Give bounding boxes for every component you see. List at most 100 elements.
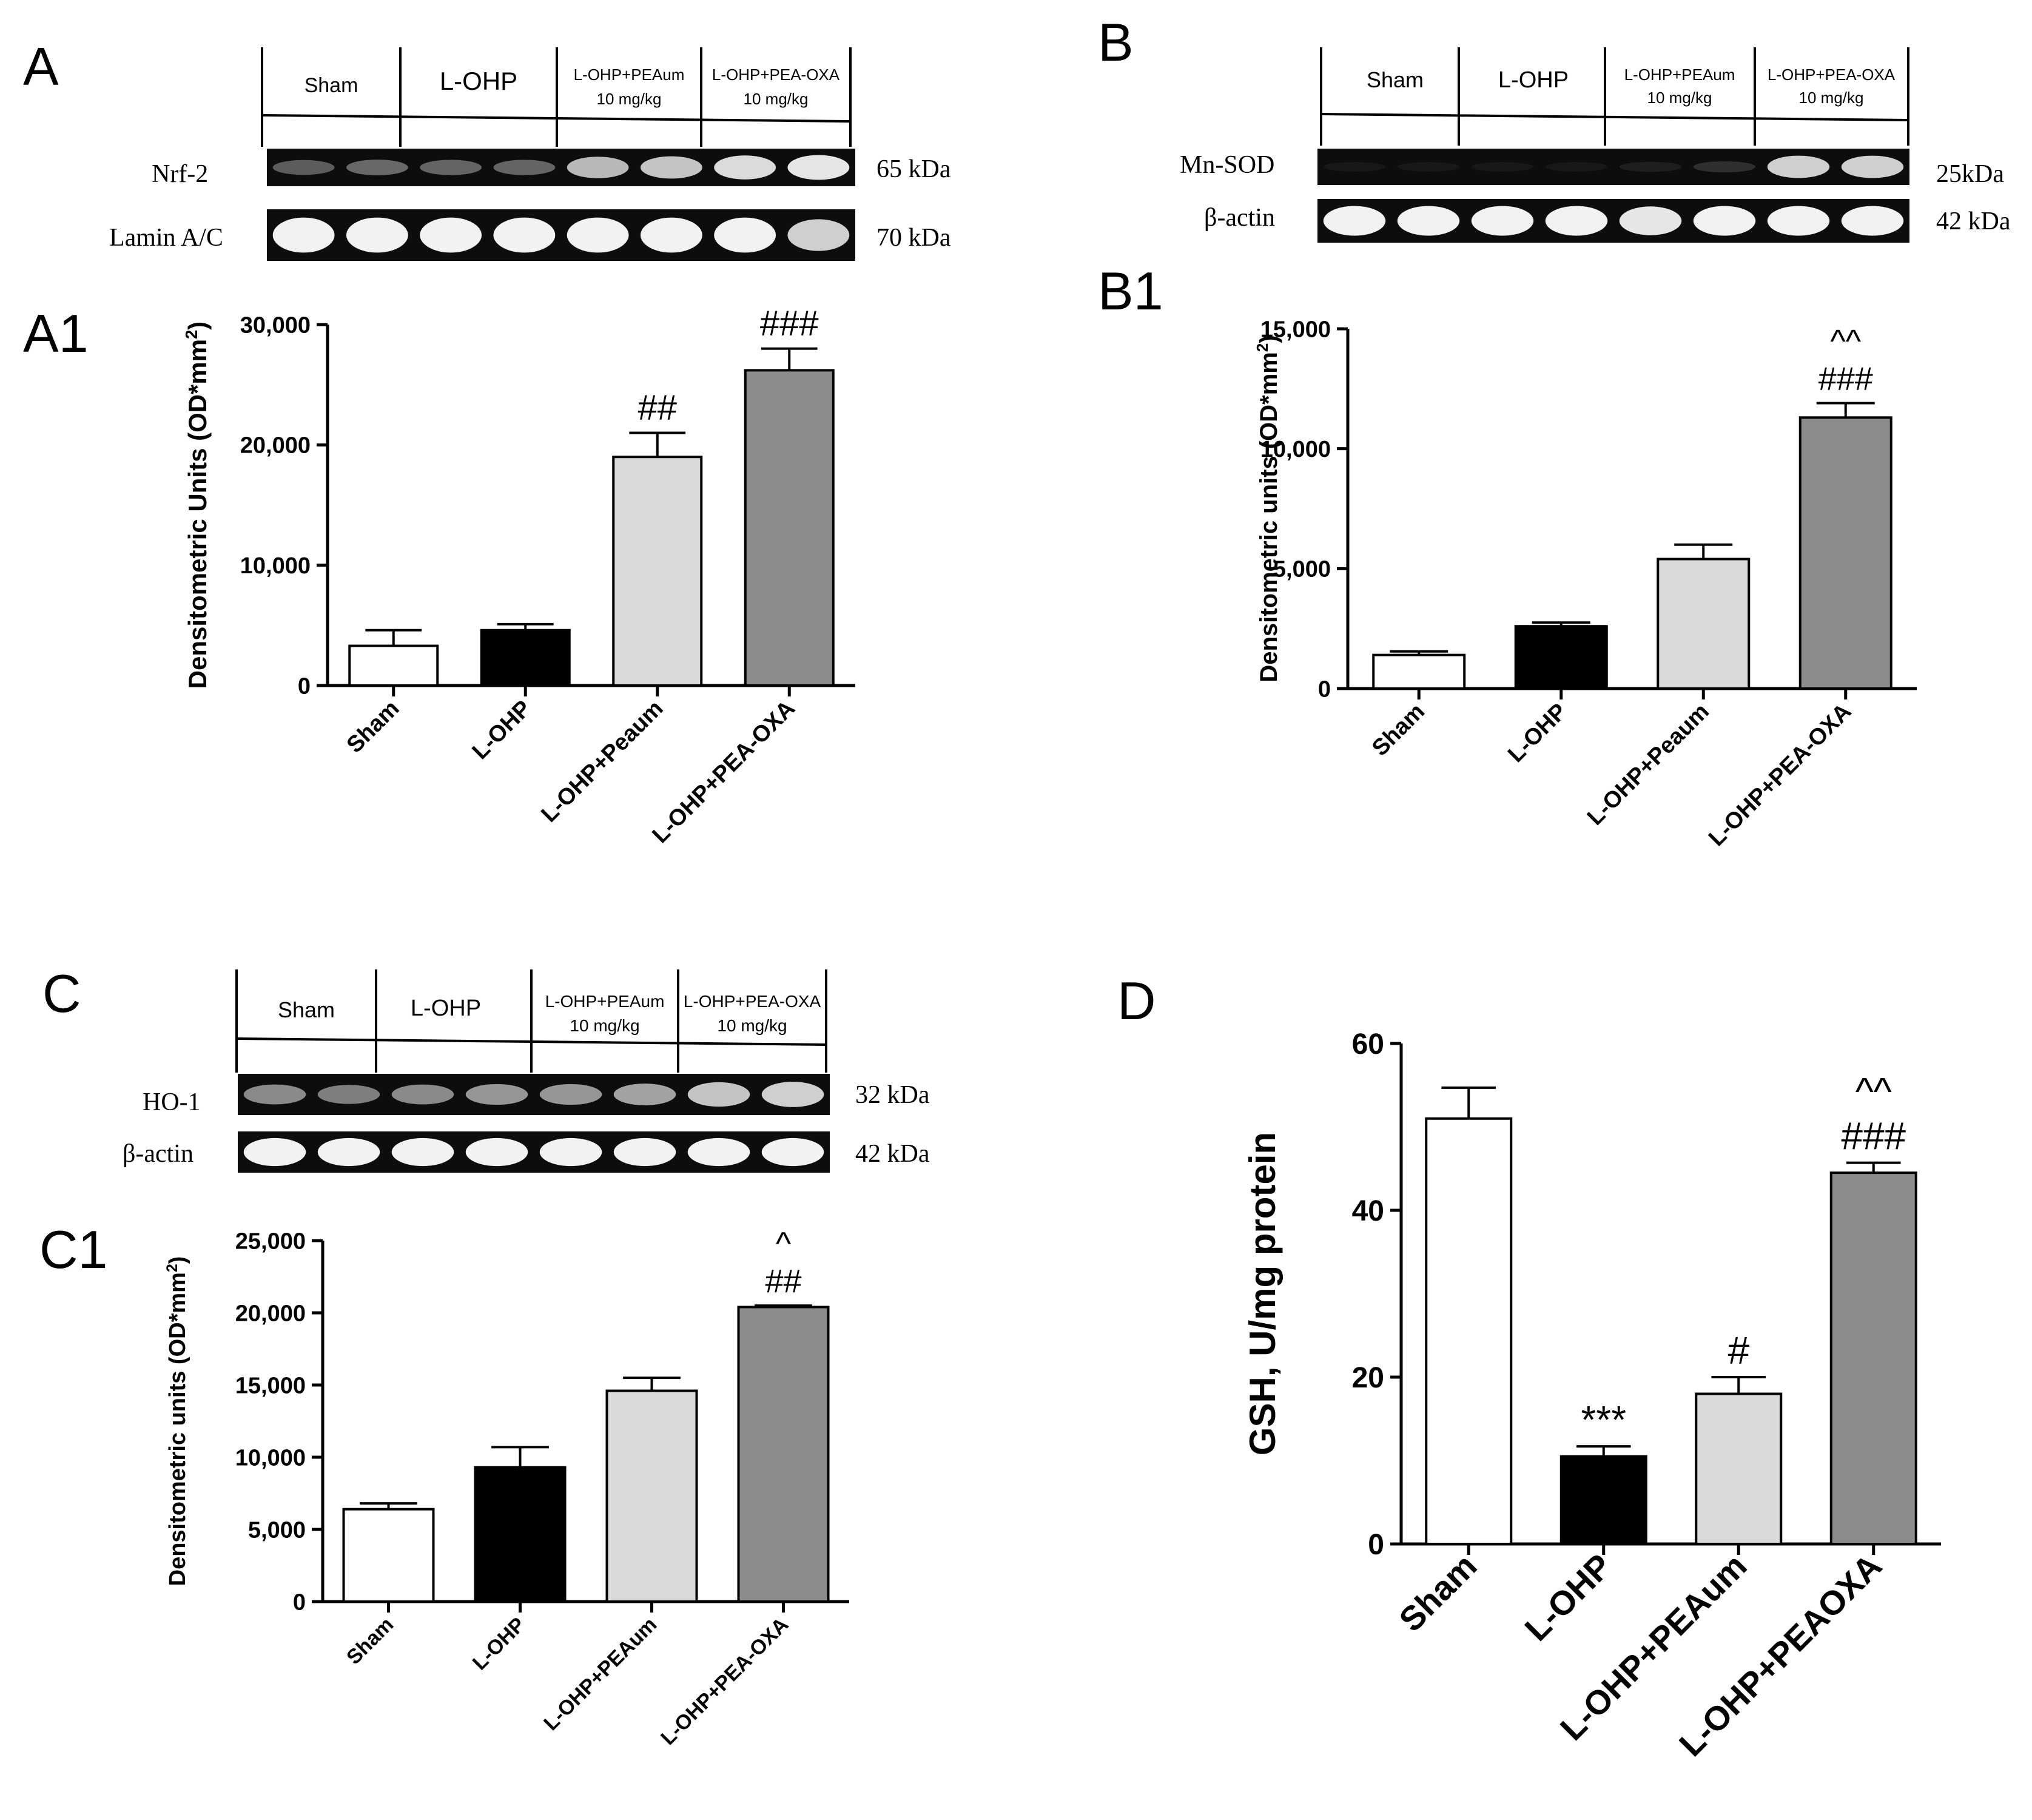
blot-c-header-peaum-dose: 10 mg/kg: [570, 1016, 639, 1035]
y-tick-label: 15,000: [235, 1373, 306, 1398]
blot-band: [787, 155, 850, 180]
panel-label-b1: B1: [1098, 261, 1163, 321]
blot-band: [1545, 162, 1608, 172]
significance-mark: ###: [1818, 361, 1873, 397]
blot-b-row2-label: β-actin: [1204, 204, 1275, 232]
blot-c-header-peaoxa: L-OHP+PEA-OXA: [684, 992, 821, 1011]
chart-a1: A1 0 10,000 20,000 30,000 Densitometric Units…: [23, 303, 855, 848]
blot-c-ho1-strip: [238, 1074, 830, 1115]
y-tick-label: 0: [1368, 1529, 1384, 1561]
blot-a-header-peaoxa-dose: 10 mg/kg: [744, 90, 809, 108]
blot-band: [243, 1138, 306, 1167]
blot-panel-c: C Sham L-OHP L-OHP+PEAum 10 mg/kg L-OHP+…: [42, 963, 930, 1173]
blot-a-nrf2-strip: [267, 149, 855, 186]
panel-label-d: D: [1117, 971, 1156, 1031]
blot-b-header: Sham L-OHP L-OHP+PEAum 10 mg/kg L-OHP+PE…: [1320, 47, 1909, 146]
blot-band: [613, 1084, 676, 1105]
blot-band: [1619, 206, 1682, 235]
significance-mark: ###: [1841, 1114, 1906, 1158]
blot-band: [1841, 206, 1904, 236]
panel-label-a1: A1: [23, 303, 89, 363]
blot-panel-b: B Sham L-OHP L-OHP+PEAum 10 mg/kg L-OHP+…: [1098, 12, 2011, 243]
blot-band: [346, 160, 408, 175]
blot-b-header-peaoxa: L-OHP+PEA-OXA: [1768, 66, 1896, 84]
blot-a-row2-label: Lamin A/C: [109, 224, 223, 252]
blot-band: [761, 1082, 824, 1107]
blot-c-header: Sham L-OHP L-OHP+PEAum 10 mg/kg L-OHP+PE…: [235, 969, 827, 1073]
blot-a-header-peaoxa: L-OHP+PEA-OXA: [712, 66, 840, 84]
significance-mark: ^^: [1830, 323, 1861, 359]
category-label: Sham: [342, 696, 405, 758]
category-label: L-OHP+Peaum: [536, 696, 668, 827]
y-tick-label: 30,000: [240, 312, 311, 338]
blot-c-row2-label: β-actin: [123, 1140, 193, 1168]
significance-mark: #: [1728, 1329, 1749, 1372]
blot-band: [687, 1138, 750, 1167]
blot-b-header-peaum: L-OHP+PEAum: [1624, 66, 1735, 84]
blot-band: [687, 1082, 750, 1107]
y-tick-label: 10,000: [1260, 437, 1331, 462]
blot-band: [1693, 161, 1756, 173]
blot-band: [493, 217, 556, 253]
blot-band: [539, 1138, 602, 1167]
category-label: Sham: [342, 1613, 398, 1669]
blot-a-lamin-strip: [267, 209, 855, 261]
blot-c-actin-strip: [238, 1131, 830, 1173]
blot-b-header-peaum-dose: 10 mg/kg: [1647, 89, 1712, 107]
blot-band: [714, 217, 776, 253]
bar-1: [342, 1508, 435, 1603]
blot-band: [1841, 155, 1904, 178]
blot-band: [640, 217, 702, 253]
blot-band: [272, 160, 335, 175]
blot-band: [1545, 206, 1608, 236]
bar-4: [744, 369, 835, 687]
significance-mark: ###: [760, 304, 819, 343]
blot-band: [493, 160, 556, 175]
blot-b-row1-kda: 25kDa: [1936, 160, 2004, 188]
blot-a-row1-kda: 65 kDa: [876, 155, 951, 183]
bar-4: [737, 1306, 830, 1603]
y-axis-label: Densitometric units (OD*mm2): [1253, 335, 1282, 682]
blot-c-header-peaum: L-OHP+PEAum: [545, 992, 665, 1011]
blot-band: [640, 156, 702, 179]
significance-mark: ^: [776, 1225, 792, 1262]
bar-3: [605, 1389, 698, 1603]
blot-band: [761, 1138, 824, 1167]
blot-band: [1471, 206, 1534, 236]
blot-band: [1323, 162, 1386, 172]
category-label: L-OHP+PEA-OXA: [656, 1613, 793, 1750]
blot-band: [613, 1138, 676, 1167]
blot-band: [1767, 206, 1830, 236]
blot-a-header: Sham L-OHP L-OHP+PEAum 10 mg/kg L-OHP+PE…: [261, 47, 852, 147]
bar-2: [480, 629, 571, 687]
panel-label-c: C: [42, 963, 81, 1023]
panel-label-a: A: [23, 36, 59, 96]
bar-1: [1372, 653, 1466, 690]
significance-mark: ##: [765, 1263, 801, 1299]
blot-band: [420, 160, 482, 175]
blot-band: [465, 1138, 528, 1167]
blot-a-row2-kda: 70 kDa: [876, 224, 951, 252]
category-label: L-OHP: [468, 696, 536, 764]
blot-a-row1-label: Nrf-2: [152, 160, 208, 188]
blot-band: [567, 217, 629, 253]
blot-band: [391, 1138, 454, 1167]
blot-band: [787, 219, 850, 251]
blot-band: [1693, 206, 1756, 236]
blot-band: [243, 1084, 306, 1105]
blot-band: [714, 155, 776, 180]
y-axis-label: Densitometric units (OD*mm2): [164, 1256, 191, 1586]
blot-band: [1471, 162, 1534, 172]
blot-a-header-peaum-dose: 10 mg/kg: [597, 90, 662, 108]
blot-b-header-lohp: L-OHP: [1498, 67, 1569, 93]
y-tick-label: 15,000: [1260, 317, 1331, 342]
blot-band: [465, 1084, 528, 1105]
category-label: Sham: [1367, 699, 1430, 761]
chart-c1: C1 0 5,000 10,000 15,000 20,000 25,000 Densitom…: [39, 1219, 849, 1750]
significance-mark: ^^: [1855, 1070, 1892, 1113]
blot-b-actin-strip: [1317, 199, 1909, 243]
blot-band: [539, 1084, 602, 1105]
